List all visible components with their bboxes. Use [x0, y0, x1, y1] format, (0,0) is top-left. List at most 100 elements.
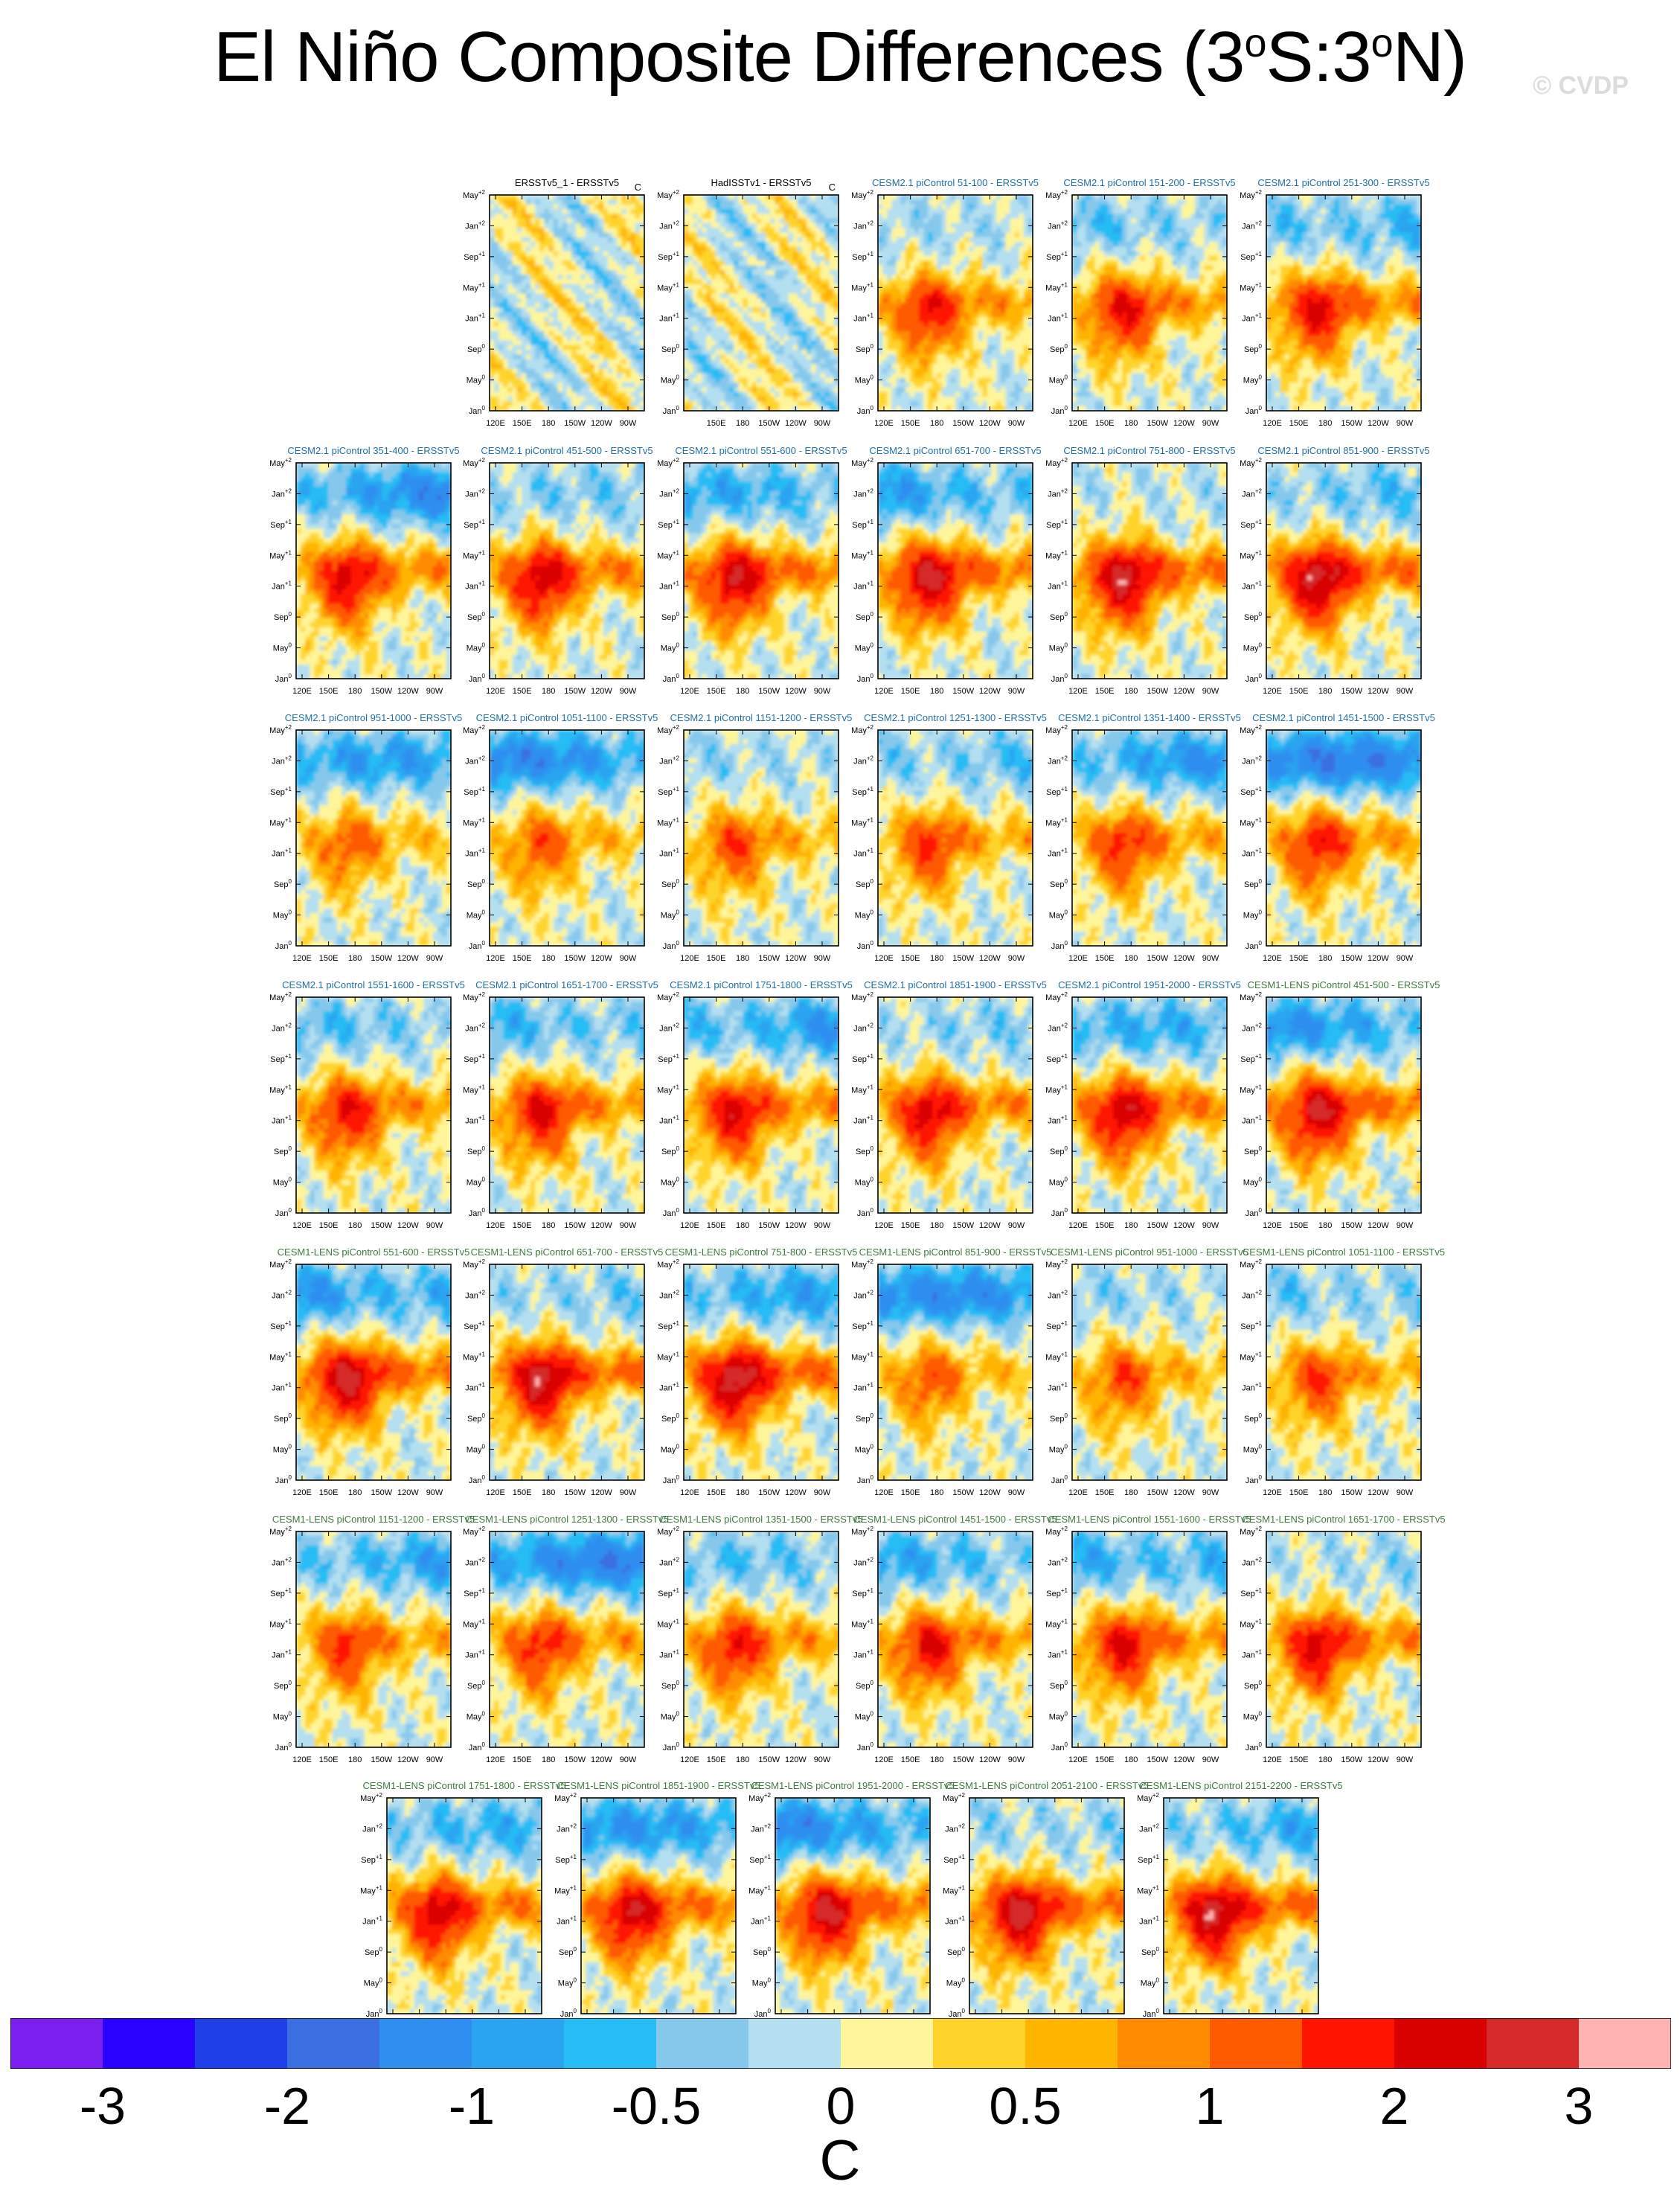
colorbar-swatch — [1025, 2018, 1118, 2069]
x-tick-label: 150W — [564, 954, 586, 963]
panel-field — [1072, 1531, 1228, 1748]
y-tick-label: May+2 — [1045, 724, 1068, 735]
x-tick-label: 120E — [874, 687, 894, 696]
panel-title: CESM2.1 piControl 551-600 - ERSSTv5 — [675, 445, 847, 456]
x-tick-label: 120E — [1263, 1488, 1282, 1497]
x-tick-label: 90W — [814, 954, 831, 963]
y-tick-label: Jan0 — [1245, 673, 1263, 684]
y-tick-label: Sep+1 — [555, 1854, 577, 1865]
x-tick-label: 150E — [319, 687, 339, 696]
x-tick-label: 150W — [952, 687, 974, 696]
y-tick-label: Jan0 — [857, 1741, 874, 1753]
x-tick-label: 120W — [785, 419, 807, 428]
colorbar-swatch — [564, 2018, 657, 2069]
x-tick-label: 120W — [785, 1221, 807, 1230]
y-tick-label: Sep+1 — [1240, 251, 1262, 262]
x-tick-label: 90W — [814, 1221, 831, 1230]
y-tick-label: Sep0 — [1244, 1412, 1263, 1424]
y-tick-label: May+2 — [943, 1792, 965, 1803]
y-tick-label: May+2 — [851, 457, 873, 468]
y-tick-label: May+1 — [657, 549, 679, 560]
y-tick-label: Sep+1 — [943, 1854, 965, 1865]
y-tick-label: Sep+1 — [1138, 1854, 1159, 1865]
y-tick-label: Sep0 — [856, 878, 874, 889]
x-tick-label: 120E — [486, 1221, 505, 1230]
x-tick-label: 90W — [620, 419, 637, 428]
panel-field — [878, 195, 1033, 412]
x-tick-label: 150W — [371, 954, 392, 963]
x-tick-label: 120W — [1368, 1488, 1389, 1497]
y-tick-label: May+2 — [1045, 1526, 1068, 1537]
x-tick-label: 180 — [1124, 954, 1138, 963]
y-tick-label: May+1 — [1240, 281, 1262, 292]
y-tick-label: May+1 — [851, 281, 873, 292]
panel-24: CESM1-LENS piControl 551-600 - ERSSTv5Ma… — [269, 1246, 469, 1497]
x-tick-label: 150E — [1095, 1755, 1115, 1764]
y-tick-label: Jan0 — [1245, 405, 1263, 416]
y-tick-label: May+1 — [1240, 1618, 1262, 1629]
y-tick-label: May+2 — [1240, 457, 1262, 468]
x-tick-label: 150E — [901, 1488, 920, 1497]
y-tick-label: May0 — [467, 1177, 486, 1188]
panel-title: CESM1-LENS piControl 1451-1500 - ERSSTv5 — [853, 1514, 1057, 1525]
y-tick-label: May+2 — [1240, 1258, 1262, 1270]
x-tick-label: 150W — [1341, 1488, 1362, 1497]
y-tick-label: Jan+1 — [751, 1915, 771, 1927]
y-tick-label: Jan0 — [1245, 1474, 1263, 1485]
y-tick-label: Sep+1 — [1240, 1053, 1262, 1064]
x-tick-label: 150W — [952, 954, 974, 963]
panel-field — [296, 730, 452, 947]
x-tick-label: 150W — [758, 1488, 780, 1497]
x-tick-label: 90W — [620, 1755, 637, 1764]
y-tick-label: Sep0 — [274, 611, 292, 622]
y-tick-label: May+1 — [1240, 1351, 1262, 1362]
panel-25: CESM1-LENS piControl 651-700 - ERSSTv5Ma… — [463, 1246, 663, 1497]
panel-field — [775, 1798, 931, 2014]
panel-2: HadISSTv1 - ERSSTv5 CMay+2Jan+2Sep+1May+1… — [657, 177, 839, 428]
panel-title: CESM2.1 piControl 51-100 - ERSSTv5 — [872, 177, 1039, 188]
y-tick-label: May0 — [855, 374, 874, 385]
y-tick-label: Jan+1 — [853, 1382, 873, 1393]
y-tick-label: Jan+2 — [362, 1822, 382, 1834]
x-tick-label: 120E — [874, 1755, 894, 1764]
panel-3: CESM2.1 piControl 51-100 - ERSSTv5May+2J… — [851, 177, 1039, 428]
y-tick-label: May0 — [661, 374, 680, 385]
y-tick-label: Sep+1 — [852, 1587, 873, 1598]
y-tick-label: May0 — [661, 909, 680, 921]
y-tick-label: May+2 — [463, 724, 485, 735]
y-tick-label: Sep0 — [947, 1946, 966, 1957]
y-tick-label: Jan0 — [469, 1741, 486, 1753]
panel-field — [684, 1531, 839, 1748]
panel-title: CESM1-LENS piControl 1051-1100 - ERSSTv5 — [1243, 1246, 1445, 1258]
x-tick-label: 180 — [1318, 1755, 1332, 1764]
y-tick-label: Sep0 — [274, 1412, 292, 1424]
y-tick-label: May0 — [1049, 374, 1068, 385]
panel-34: CESM1-LENS piControl 1551-1600 - ERSSTv5… — [1045, 1514, 1251, 1764]
panel-5: CESM2.1 piControl 251-300 - ERSSTv5May+2… — [1240, 177, 1430, 428]
y-tick-label: Jan0 — [663, 673, 680, 684]
panel-title: CESM1-LENS piControl 651-700 - ERSSTv5 — [471, 1246, 664, 1258]
y-tick-label: May+2 — [463, 991, 485, 1002]
y-tick-label: Sep+1 — [464, 1320, 485, 1331]
y-tick-label: May0 — [1141, 1977, 1160, 1988]
y-tick-label: May0 — [946, 1977, 966, 1988]
y-tick-label: Sep0 — [1244, 611, 1263, 622]
y-tick-label: May0 — [1243, 1711, 1263, 1722]
y-tick-label: Jan+1 — [272, 1115, 292, 1126]
y-tick-label: Jan0 — [469, 1207, 486, 1218]
y-tick-label: May+2 — [1045, 991, 1068, 1002]
colorbar-swatch — [287, 2018, 380, 2069]
y-tick-label: May0 — [752, 1977, 772, 1988]
x-tick-label: 90W — [620, 1221, 637, 1230]
y-tick-label: Jan0 — [275, 673, 292, 684]
y-tick-label: Jan0 — [857, 1474, 874, 1485]
y-tick-label: May+2 — [851, 724, 873, 735]
x-tick-label: 150E — [707, 687, 726, 696]
panel-title: CESM2.1 piControl 1051-1100 - ERSSTv5 — [476, 712, 658, 723]
x-tick-label: 90W — [426, 1221, 443, 1230]
panel-title: CESM1-LENS piControl 951-1000 - ERSSTv5 — [1051, 1246, 1248, 1258]
y-tick-label: May+2 — [748, 1792, 771, 1803]
x-tick-label: 150W — [758, 1221, 780, 1230]
y-tick-label: Sep+1 — [852, 519, 873, 530]
colorbar-units: C — [0, 2128, 1680, 2193]
